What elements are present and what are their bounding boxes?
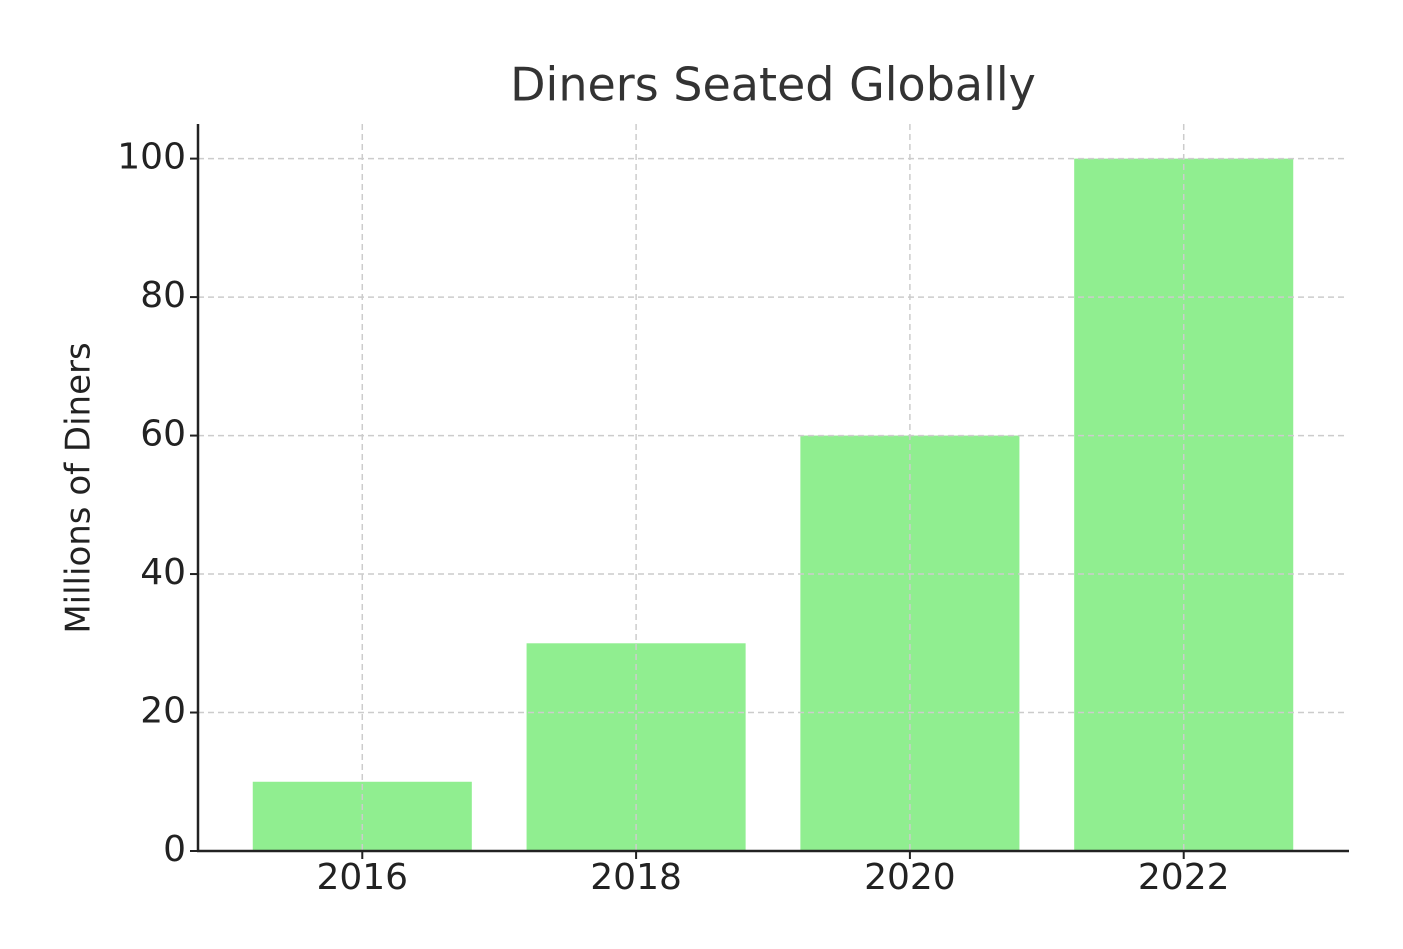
x-tick-label: 2022 (1138, 857, 1230, 898)
y-tick-label: 60 (140, 414, 186, 455)
x-tick-label: 2016 (316, 857, 408, 898)
y-axis-label: Millions of Diners (59, 342, 99, 633)
y-tick-label: 100 (117, 137, 186, 178)
bars (252, 158, 1294, 852)
y-tick-label: 0 (163, 829, 186, 870)
y-tick-label: 40 (140, 552, 186, 593)
y-tick-label: 20 (140, 691, 186, 732)
chart-title: Diners Seated Globally (510, 58, 1036, 112)
x-tick-label: 2020 (864, 857, 956, 898)
y-tick-label: 80 (140, 275, 186, 316)
x-tick-label: 2018 (590, 857, 682, 898)
